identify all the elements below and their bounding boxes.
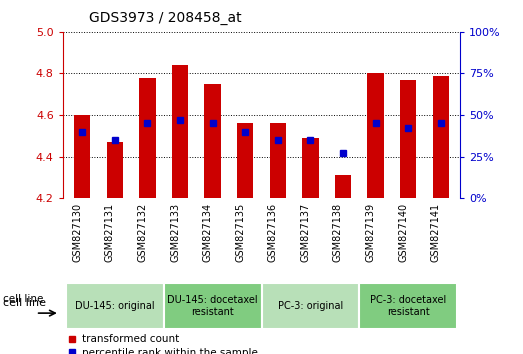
Text: GSM827136: GSM827136	[268, 202, 278, 262]
Bar	[139, 78, 156, 198]
Bar	[237, 124, 253, 198]
Bar	[66, 283, 164, 329]
Text: GSM827140: GSM827140	[398, 202, 408, 262]
Bar	[172, 65, 188, 198]
Text: DU-145: docetaxel
resistant: DU-145: docetaxel resistant	[167, 295, 258, 317]
Bar	[270, 124, 286, 198]
Text: PC-3: original: PC-3: original	[278, 301, 343, 311]
Text: GSM827138: GSM827138	[333, 202, 343, 262]
Text: GSM827131: GSM827131	[105, 202, 115, 262]
Bar	[262, 283, 359, 329]
Text: DU-145: original: DU-145: original	[75, 301, 155, 311]
Text: GSM827133: GSM827133	[170, 202, 180, 262]
Text: PC-3: docetaxel
resistant: PC-3: docetaxel resistant	[370, 295, 446, 317]
Bar	[74, 115, 90, 198]
Text: GSM827135: GSM827135	[235, 202, 245, 262]
Text: GSM827132: GSM827132	[138, 202, 147, 262]
Bar	[433, 75, 449, 198]
Bar	[204, 84, 221, 198]
Text: GSM827137: GSM827137	[300, 202, 310, 262]
Text: GSM827134: GSM827134	[202, 202, 213, 262]
Bar	[367, 74, 384, 198]
Bar	[302, 138, 319, 198]
Text: cell line: cell line	[3, 298, 46, 308]
Bar	[359, 283, 457, 329]
Bar	[335, 175, 351, 198]
Text: GSM827141: GSM827141	[431, 202, 441, 262]
Text: GSM827139: GSM827139	[366, 202, 376, 262]
Text: GDS3973 / 208458_at: GDS3973 / 208458_at	[89, 11, 242, 25]
Text: cell line: cell line	[3, 294, 43, 304]
Bar	[164, 283, 262, 329]
Bar	[107, 142, 123, 198]
Bar	[400, 80, 416, 198]
Text: GSM827130: GSM827130	[72, 202, 82, 262]
Legend: transformed count, percentile rank within the sample: transformed count, percentile rank withi…	[68, 335, 257, 354]
